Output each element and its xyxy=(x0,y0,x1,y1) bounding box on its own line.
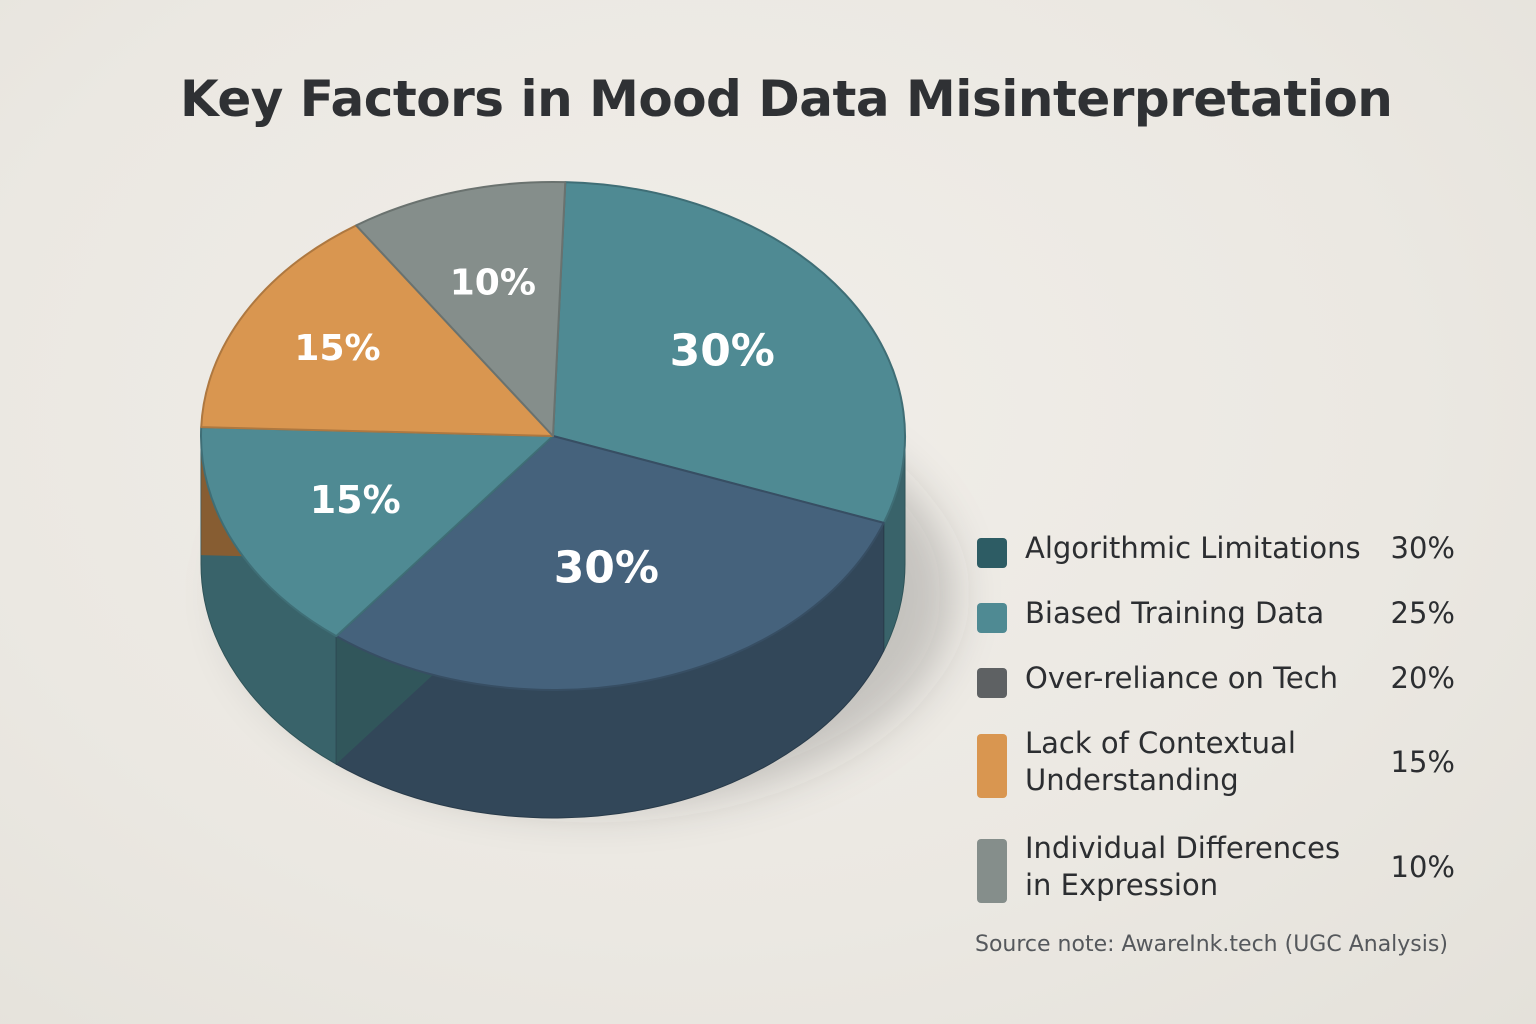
legend-label-line: Biased Training Data xyxy=(1025,596,1325,630)
legend-swatch xyxy=(977,734,1007,798)
legend-label-line: Over-reliance on Tech xyxy=(1025,661,1339,695)
legend-label-line: Algorithmic Limitations xyxy=(1025,531,1361,565)
legend-label-line: Lack of Contextual xyxy=(1025,726,1296,760)
legend-value: 30% xyxy=(1390,531,1455,565)
legend-label: Individual Differences in Expression xyxy=(1025,830,1340,904)
legend-label-line: Understanding xyxy=(1025,763,1239,797)
legend-swatch xyxy=(977,839,1007,903)
legend-label: Lack of Contextual Understanding xyxy=(1025,725,1296,799)
legend-item: Lack of Contextual Understanding 15% xyxy=(975,725,1460,799)
chart-title: Key Factors in Mood Data Misinterpretati… xyxy=(180,70,1393,128)
source-note: Source note: AwareInk.tech (UGC Analysis… xyxy=(975,932,1448,957)
legend-item: Algorithmic Limitations 30% xyxy=(975,530,1460,568)
pie-slice-label-1: 30% xyxy=(554,542,659,593)
legend-label: Algorithmic Limitations xyxy=(1025,530,1361,567)
legend-item: Biased Training Data 25% xyxy=(975,595,1460,633)
legend-swatch xyxy=(977,602,1007,633)
legend-value: 15% xyxy=(1390,744,1455,779)
pie-slice-label-2: 15% xyxy=(310,478,401,522)
legend-label: Biased Training Data xyxy=(1025,595,1324,632)
pie-slice-label-4: 10% xyxy=(450,263,536,304)
pie-slice-2 xyxy=(200,426,554,638)
legend-item: Individual Differences in Expression 10% xyxy=(975,830,1460,904)
pie-slice-4 xyxy=(355,181,567,437)
legend-value: 20% xyxy=(1390,661,1455,695)
pie-slice-label-3: 15% xyxy=(294,328,380,369)
legend-label-line: Individual Differences xyxy=(1025,831,1341,865)
legend-swatch xyxy=(977,537,1007,568)
legend-value: 10% xyxy=(1390,849,1455,884)
pie-slice-3 xyxy=(200,224,554,437)
legend-label: Over-reliance on Tech xyxy=(1025,660,1338,697)
pie-slice-label-0: 30% xyxy=(670,326,775,377)
pie-slice-0 xyxy=(552,181,906,524)
legend-value: 25% xyxy=(1390,596,1455,630)
legend-item: Over-reliance on Tech 20% xyxy=(975,660,1460,698)
legend-swatch xyxy=(977,667,1007,698)
pie-slice-1 xyxy=(335,435,885,691)
legend-label-line: in Expression xyxy=(1025,868,1219,902)
